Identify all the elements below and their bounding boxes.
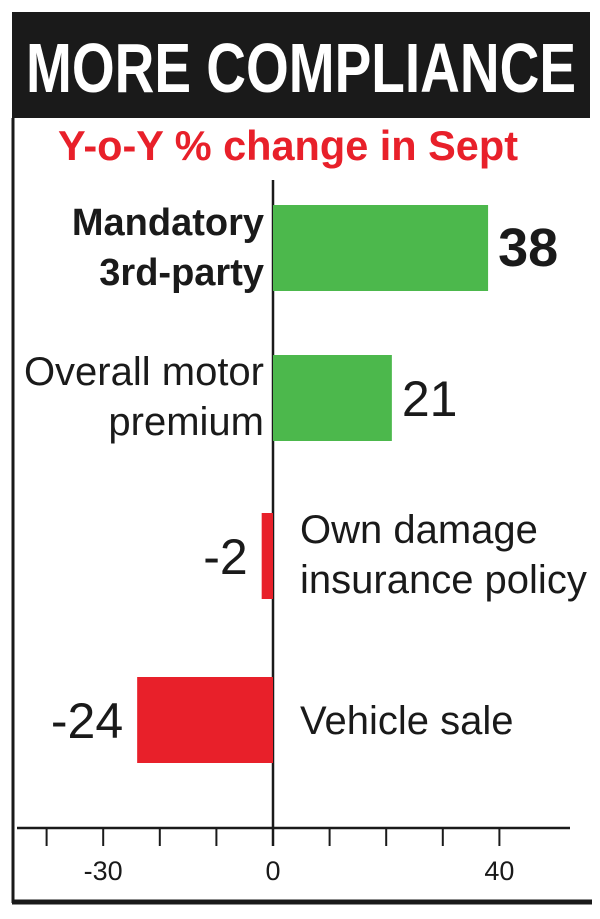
bar xyxy=(273,355,392,441)
value-label: 21 xyxy=(402,371,458,427)
category-label: Vehicle sale xyxy=(300,699,513,743)
category-label: insurance policy xyxy=(300,558,587,602)
category-label: Overall motor xyxy=(24,350,264,394)
bar xyxy=(261,513,273,599)
x-tick-label: 0 xyxy=(265,856,280,886)
value-label: 38 xyxy=(498,218,558,278)
category-label: 3rd-party xyxy=(99,252,264,294)
category-label: Mandatory xyxy=(72,202,264,244)
x-tick-label: 40 xyxy=(484,856,514,886)
chart-title: MORE COMPLIANCE xyxy=(26,29,576,107)
bar xyxy=(137,677,273,763)
category-label: premium xyxy=(108,400,264,444)
title-bar xyxy=(12,12,590,118)
value-label: -2 xyxy=(203,529,247,585)
category-label: Own damage xyxy=(300,508,538,552)
value-label: -24 xyxy=(51,693,123,749)
x-tick-label: -30 xyxy=(84,856,123,886)
chart-subtitle: Y-o-Y % change in Sept xyxy=(58,122,518,169)
bar xyxy=(273,205,489,291)
